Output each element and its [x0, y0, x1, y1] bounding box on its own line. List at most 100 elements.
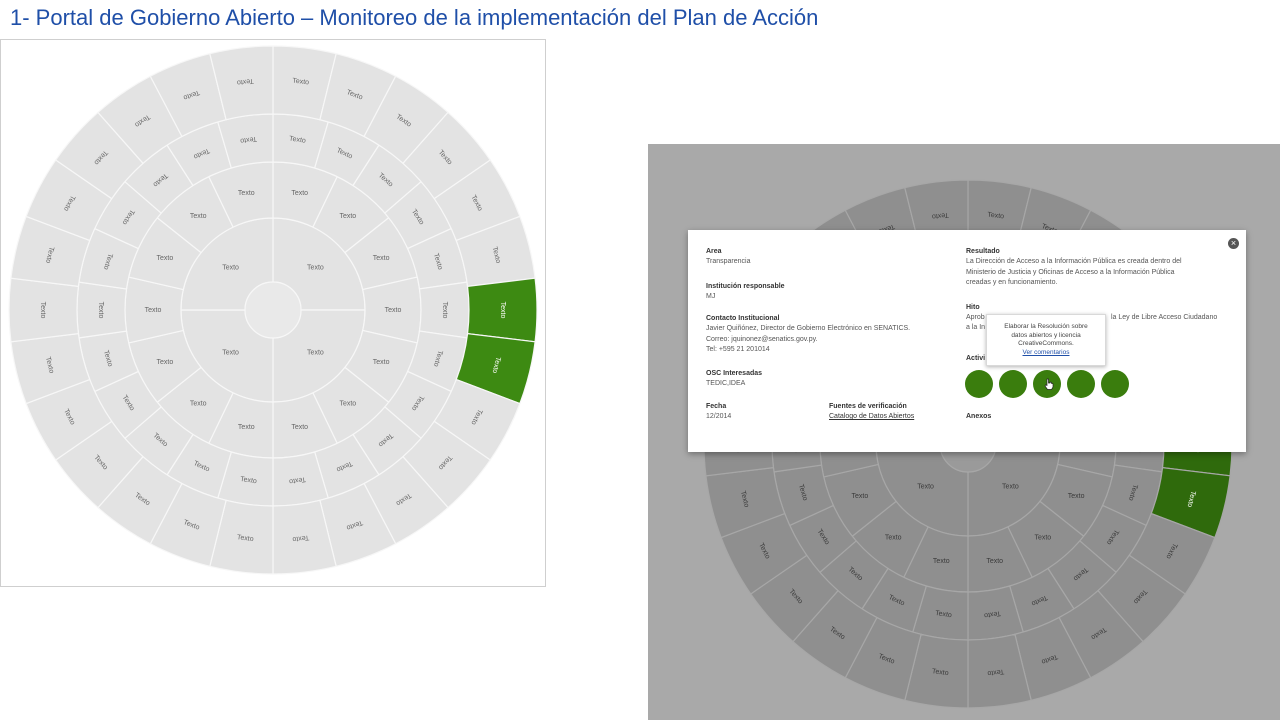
sunburst-segment[interactable]: Texto	[149, 52, 227, 138]
result-line: La Dirección de Acceso a la Información …	[966, 258, 1182, 265]
sources-link[interactable]: Catalogo de Datos Abiertos	[829, 413, 915, 420]
sunburst-segment[interactable]: Texto	[418, 281, 470, 339]
segment-label: Texto	[1127, 483, 1138, 501]
segment-label: Texto	[931, 211, 949, 220]
contact-line: Javier Quiñónez, Director de Gobierno El…	[706, 325, 911, 332]
segment-label: Texto	[190, 401, 207, 408]
activity-circle[interactable]	[999, 370, 1027, 398]
tooltip-line: CreativeCommons.	[1018, 340, 1074, 347]
segment-label: Texto	[441, 302, 448, 319]
contact-line: Tel: +595 21 201014	[706, 346, 770, 353]
segment-label: Texto	[739, 490, 750, 508]
milestone-line2-start: a la In	[966, 324, 986, 331]
sunburst-chart: Texto Texto Texto Texto Texto Texto Texto Texto…	[8, 45, 538, 575]
osc-label: OSC Interesadas	[706, 370, 763, 377]
sunburst-segment[interactable]: Texto	[97, 455, 183, 545]
sunburst-segment[interactable]: Texto	[76, 281, 128, 339]
segment-label: Texto	[852, 493, 869, 500]
segment-label: Texto	[491, 246, 502, 264]
segment-label: Texto	[44, 356, 55, 374]
result-line: creadas y en funcionamiento.	[966, 279, 1058, 286]
segment-label: Texto	[932, 668, 950, 677]
date-value: 12/2014	[706, 413, 732, 420]
activity-circle[interactable]	[1101, 370, 1129, 398]
segment-label: Texto	[1186, 490, 1197, 508]
segment-label: Texto	[236, 77, 254, 86]
contact-label: Contacto Institucional	[706, 315, 780, 322]
activity-tooltip: Elaborar la Resolución sobre datos abier…	[986, 314, 1106, 366]
sunburst-segment[interactable]: Texto	[1008, 567, 1075, 633]
segment-label: Texto	[885, 535, 902, 542]
detail-popup: × Area Transparencia Institución respons…	[688, 230, 1246, 452]
sunburst-center[interactable]	[244, 281, 302, 339]
milestone-line-start: Aprob	[966, 314, 985, 321]
segment-label: Texto	[39, 302, 46, 319]
segment-label: Texto	[238, 190, 255, 197]
segment-label: Texto	[289, 475, 307, 484]
sunburst-segment[interactable]: Texto	[1097, 554, 1187, 643]
segment-label: Texto	[797, 484, 808, 502]
area-label: Area	[706, 248, 722, 255]
segment-label: Texto	[987, 212, 1005, 221]
hand-cursor-icon	[1044, 378, 1054, 390]
segment-label: Texto	[157, 255, 174, 262]
osc-value: TEDIC,IDEA	[706, 380, 746, 387]
sunburst-segment[interactable]: Texto	[433, 159, 521, 242]
segment-label: Texto	[240, 135, 258, 144]
segment-label: Texto	[933, 558, 950, 565]
segment-label: Texto	[491, 356, 502, 374]
sunburst-segment[interactable]: Texto	[749, 554, 839, 643]
segment-label: Texto	[102, 350, 113, 368]
segment-label: Texto	[307, 349, 324, 356]
segment-label: Texto	[222, 264, 239, 271]
close-icon[interactable]: ×	[1228, 238, 1239, 249]
segment-label: Texto	[102, 252, 113, 270]
sunburst-segment[interactable]: Texto	[844, 616, 922, 702]
sunburst-segment[interactable]: Texto	[25, 159, 113, 242]
sunburst-segment[interactable]: Texto	[54, 111, 144, 200]
tooltip-line: datos abiertos y licencia	[1011, 331, 1081, 339]
result-value: La Dirección de Acceso a la Información …	[966, 257, 1182, 289]
activity-circle[interactable]	[965, 370, 993, 398]
sunburst-segment[interactable]: Texto	[792, 589, 878, 679]
segment-label: Texto	[385, 307, 402, 314]
institution-value: MJ	[706, 293, 716, 300]
segment-label: Texto	[157, 359, 174, 366]
detail-view-panel: Texto Texto Texto Texto Texto Texto Texto Texto…	[648, 144, 1280, 720]
segment-label: Texto	[984, 609, 1002, 618]
activities-label: Activi	[966, 355, 986, 362]
annexes-label: Anexos	[966, 413, 992, 420]
result-label: Resultado	[966, 248, 1000, 255]
segment-label: Texto	[987, 667, 1005, 676]
tooltip-line: Elaborar la Resolución sobre	[1004, 323, 1088, 330]
activity-circle[interactable]	[1067, 370, 1095, 398]
segment-label: Texto	[291, 190, 308, 197]
segment-label: Texto	[307, 264, 324, 271]
segment-label: Texto	[240, 476, 258, 485]
segment-label: Texto	[238, 424, 255, 431]
segment-label: Texto	[499, 302, 506, 319]
sunburst-segment[interactable]: Texto	[209, 45, 274, 121]
segment-label: Texto	[339, 401, 356, 408]
segment-label: Texto	[373, 359, 390, 366]
contact-line: Correo: jquinonez@senatics.gov.py.	[706, 335, 818, 343]
segment-label: Texto	[935, 610, 953, 619]
sunburst-segment[interactable]: Texto	[166, 121, 233, 187]
segment-label: Texto	[373, 255, 390, 262]
sunburst-segment[interactable]: Texto	[149, 482, 227, 568]
segment-label: Texto	[986, 558, 1003, 565]
segment-label: Texto	[432, 349, 443, 367]
segment-label: Texto	[237, 534, 255, 543]
milestone-label: Hito	[966, 304, 980, 311]
segment-label: Texto	[1034, 535, 1051, 542]
sunburst-segment[interactable]: Texto	[466, 277, 538, 343]
page-title: 1- Portal de Gobierno Abierto – Monitore…	[10, 5, 819, 30]
view-comments-link[interactable]: Ver comentarios	[1022, 348, 1070, 356]
sunburst-panel: Texto Texto Texto Texto Texto Texto Texto Texto…	[0, 39, 546, 587]
sunburst-segment[interactable]: Texto	[25, 378, 113, 461]
sunburst-segment[interactable]: Texto	[8, 277, 80, 343]
segment-label: Texto	[190, 213, 207, 220]
segment-label: Texto	[222, 349, 239, 356]
contact-value: Javier Quiñónez, Director de Gobierno El…	[706, 324, 910, 356]
sources-label: Fuentes de verificación	[829, 403, 907, 410]
